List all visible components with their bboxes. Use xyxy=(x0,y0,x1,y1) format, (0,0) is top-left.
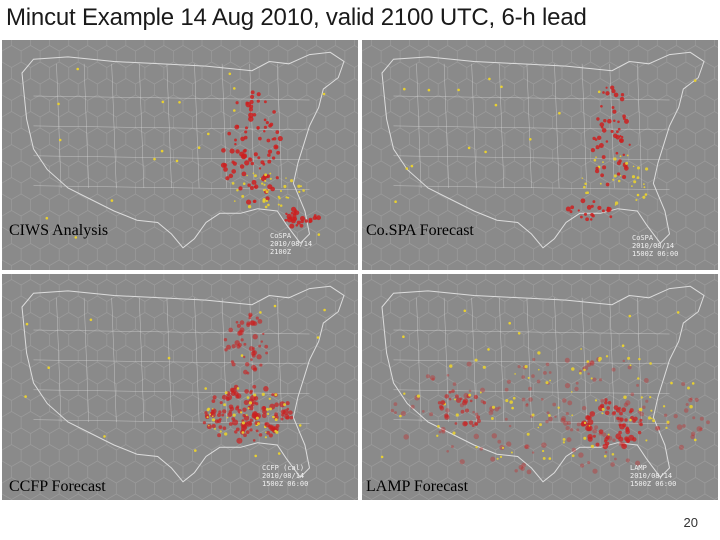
panel-ccfp-forecast: CCFP Forecast CCFP (cal) 2010/08/14 1500… xyxy=(2,274,358,500)
panel-cospa-forecast: Co.SPA Forecast CoSPA 2010/08/14 1500Z 0… xyxy=(362,40,718,270)
map-cospa xyxy=(362,40,718,270)
map-lamp xyxy=(362,274,718,500)
slide-title: Mincut Example 14 Aug 2010, valid 2100 U… xyxy=(6,4,587,31)
panel-stamp-ciws: CoSPA 2010/08/14 2100Z xyxy=(270,232,313,256)
page-number: 20 xyxy=(683,515,698,530)
panel-ciws-analysis: CIWS Analysis CoSPA 2010/08/14 2100Z xyxy=(2,40,358,270)
panel-stamp-ccfp: CCFP (cal) 2010/08/14 1500Z 06:00 xyxy=(262,464,309,488)
panel-label-cospa: Co.SPA Forecast xyxy=(366,222,474,239)
panel-stamp-cospa: CoSPA 2010/08/14 1500Z 06:00 xyxy=(632,234,679,258)
map-ciws xyxy=(2,40,358,270)
panel-label-ccfp: CCFP Forecast xyxy=(9,478,106,495)
panel-label-ciws: CIWS Analysis xyxy=(9,222,109,239)
panel-label-lamp: LAMP Forecast xyxy=(366,478,469,495)
map-ccfp xyxy=(2,274,358,500)
panel-lamp-forecast: LAMP Forecast LAMP 2010/08/14 1500Z 06:0… xyxy=(362,274,718,500)
panel-stamp-lamp: LAMP 2010/08/14 1500Z 06:00 xyxy=(630,464,677,488)
